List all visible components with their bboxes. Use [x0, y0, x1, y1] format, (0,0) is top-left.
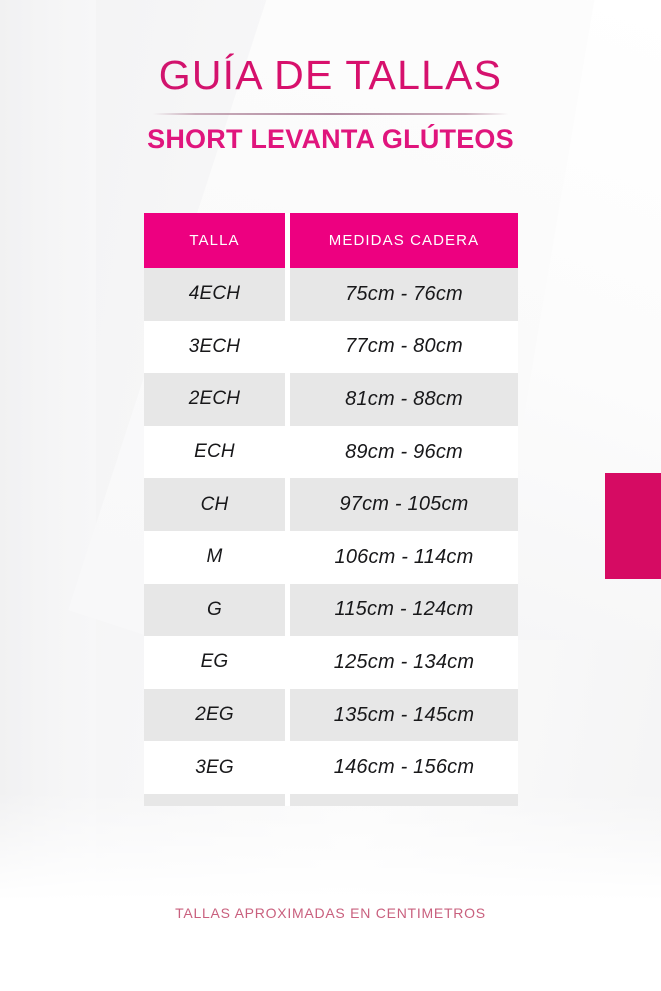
- cell-stub: [290, 793, 518, 806]
- cell-medidas: 125cm - 134cm: [290, 636, 518, 689]
- table-row: 2EG 135cm - 145cm: [144, 688, 518, 742]
- table-row-stub: [144, 793, 518, 806]
- table-row: EG 125cm - 134cm: [144, 636, 518, 689]
- table-header-medidas-cadera: MEDIDAS CADERA: [290, 213, 518, 268]
- poster-footer: TALLAS APROXIMADAS EN CENTIMETROS: [0, 905, 661, 921]
- cell-medidas: 81cm - 88cm: [290, 373, 518, 426]
- column-gutter: [285, 636, 290, 689]
- table-row: 4ECH 75cm - 76cm: [144, 268, 518, 321]
- cell-talla: G: [144, 583, 285, 637]
- table-row: ECH 89cm - 96cm: [144, 425, 518, 479]
- column-gutter: [285, 793, 290, 806]
- poster-header: GUÍA DE TALLAS SHORT LEVANTA GLÚTEOS: [0, 0, 661, 153]
- table-row: M 106cm - 114cm: [144, 530, 518, 584]
- cell-talla: 3EG: [144, 741, 285, 794]
- cell-talla: 4ECH: [144, 268, 285, 321]
- table-row: 2ECH 81cm - 88cm: [144, 373, 518, 426]
- column-gutter: [285, 478, 290, 531]
- cell-talla: 3ECH: [144, 320, 285, 374]
- cell-talla: ECH: [144, 425, 285, 479]
- table-row: 3ECH 77cm - 80cm: [144, 320, 518, 374]
- page-subtitle: SHORT LEVANTA GLÚTEOS: [147, 124, 514, 154]
- cell-medidas: 75cm - 76cm: [290, 268, 518, 321]
- column-gutter: [285, 741, 290, 794]
- table-row: 3EG 146cm - 156cm: [144, 741, 518, 794]
- table-header-row: TALLA MEDIDAS CADERA: [144, 213, 518, 268]
- column-gutter: [285, 268, 290, 321]
- column-gutter: [285, 530, 290, 584]
- cell-medidas: 135cm - 145cm: [290, 688, 518, 742]
- footer-note: TALLAS APROXIMADAS EN CENTIMETROS: [175, 905, 486, 921]
- cell-talla: 2ECH: [144, 373, 285, 426]
- column-gutter: [285, 320, 290, 374]
- table-row: CH 97cm - 105cm: [144, 478, 518, 531]
- column-gutter: [285, 373, 290, 426]
- column-gutter: [285, 213, 290, 268]
- cell-talla: M: [144, 530, 285, 584]
- cell-talla: EG: [144, 636, 285, 689]
- accent-block-right: [605, 473, 661, 579]
- background-bottom-fade: [0, 791, 661, 991]
- table-row: G 115cm - 124cm: [144, 583, 518, 637]
- table-header-talla: TALLA: [144, 213, 285, 268]
- title-divider: [153, 113, 508, 115]
- column-gutter: [285, 688, 290, 742]
- cell-talla: 2EG: [144, 688, 285, 742]
- cell-medidas: 77cm - 80cm: [290, 320, 518, 374]
- size-table: TALLA MEDIDAS CADERA 4ECH 75cm - 76cm 3E…: [144, 213, 518, 806]
- cell-medidas: 115cm - 124cm: [290, 583, 518, 637]
- cell-medidas: 97cm - 105cm: [290, 478, 518, 531]
- cell-talla: CH: [144, 478, 285, 531]
- page-title: GUÍA DE TALLAS: [0, 0, 661, 96]
- cell-medidas: 146cm - 156cm: [290, 741, 518, 794]
- cell-medidas: 89cm - 96cm: [290, 425, 518, 479]
- column-gutter: [285, 583, 290, 637]
- cell-stub: [144, 793, 285, 806]
- column-gutter: [285, 425, 290, 479]
- cell-medidas: 106cm - 114cm: [290, 530, 518, 584]
